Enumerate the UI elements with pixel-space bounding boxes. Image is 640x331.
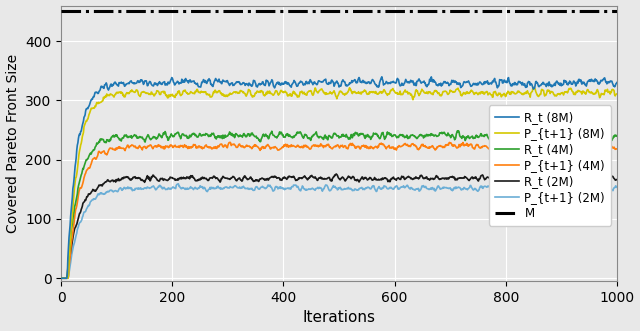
Line: P_{t+1} (8M): P_{t+1} (8M) — [61, 87, 617, 278]
R_t (4M) — [491, 136, 499, 140]
Line: R_t (8M): R_t (8M) — [61, 77, 617, 278]
R_t (2M) — [170, 177, 178, 181]
P_{t+1} (2M) — [170, 186, 178, 190]
R_t (2M) — [613, 177, 621, 181]
Line: P_{t+1} (2M): P_{t+1} (2M) — [61, 184, 617, 278]
R_t (8M) — [170, 81, 178, 85]
P_{t+1} (2M) — [58, 276, 65, 280]
P_{t+1} (4M) — [586, 142, 594, 146]
P_{t+1} (2M) — [549, 184, 557, 188]
P_{t+1} (4M) — [227, 140, 234, 144]
R_t (2M) — [332, 172, 340, 176]
P_{t+1} (4M) — [511, 145, 519, 149]
R_t (4M) — [511, 135, 519, 139]
R_t (4M) — [58, 276, 65, 280]
R_t (2M) — [92, 188, 99, 192]
R_t (2M) — [491, 178, 499, 182]
R_t (4M) — [549, 134, 557, 138]
P_{t+1} (4M) — [549, 144, 557, 148]
P_{t+1} (4M) — [491, 146, 499, 150]
R_t (4M) — [586, 135, 594, 139]
X-axis label: Iterations: Iterations — [303, 310, 376, 325]
P_{t+1} (8M) — [511, 91, 518, 95]
R_t (4M) — [92, 145, 99, 149]
R_t (2M) — [549, 177, 557, 181]
P_{t+1} (8M) — [529, 85, 537, 89]
R_t (2M) — [586, 176, 594, 180]
Line: P_{t+1} (4M): P_{t+1} (4M) — [61, 142, 617, 278]
P_{t+1} (2M) — [92, 197, 99, 201]
P_{t+1} (4M) — [613, 147, 621, 151]
P_{t+1} (2M) — [613, 185, 621, 189]
P_{t+1} (2M) — [586, 186, 594, 190]
Y-axis label: Covered Pareto Front Size: Covered Pareto Front Size — [6, 54, 20, 233]
R_t (8M) — [491, 76, 499, 80]
R_t (8M) — [613, 80, 621, 84]
P_{t+1} (8M) — [549, 90, 557, 94]
R_t (4M) — [170, 134, 178, 138]
M — [58, 9, 66, 13]
R_t (8M) — [549, 84, 557, 88]
R_t (8M) — [92, 90, 99, 94]
Line: R_t (4M): R_t (4M) — [61, 131, 617, 278]
R_t (4M) — [613, 134, 621, 138]
P_{t+1} (8M) — [613, 92, 621, 96]
R_t (8M) — [58, 276, 65, 280]
P_{t+1} (2M) — [175, 182, 182, 186]
P_{t+1} (2M) — [491, 186, 499, 190]
P_{t+1} (4M) — [170, 145, 178, 149]
Line: R_t (2M): R_t (2M) — [61, 174, 617, 278]
P_{t+1} (2M) — [511, 186, 519, 190]
P_{t+1} (8M) — [586, 91, 594, 95]
P_{t+1} (4M) — [92, 156, 99, 160]
P_{t+1} (4M) — [58, 276, 65, 280]
R_t (8M) — [511, 81, 519, 85]
M — [58, 9, 65, 13]
P_{t+1} (8M) — [490, 91, 498, 95]
R_t (8M) — [586, 78, 594, 82]
P_{t+1} (8M) — [92, 104, 99, 108]
P_{t+1} (8M) — [170, 95, 178, 99]
R_t (4M) — [454, 129, 462, 133]
R_t (2M) — [58, 276, 65, 280]
P_{t+1} (8M) — [58, 276, 65, 280]
Legend: R_t (8M), P_{t+1} (8M), R_t (4M), P_{t+1} (4M), R_t (2M), P_{t+1} (2M), M: R_t (8M), P_{t+1} (8M), R_t (4M), P_{t+1… — [489, 105, 611, 226]
R_t (8M) — [378, 75, 386, 79]
R_t (2M) — [511, 179, 519, 183]
